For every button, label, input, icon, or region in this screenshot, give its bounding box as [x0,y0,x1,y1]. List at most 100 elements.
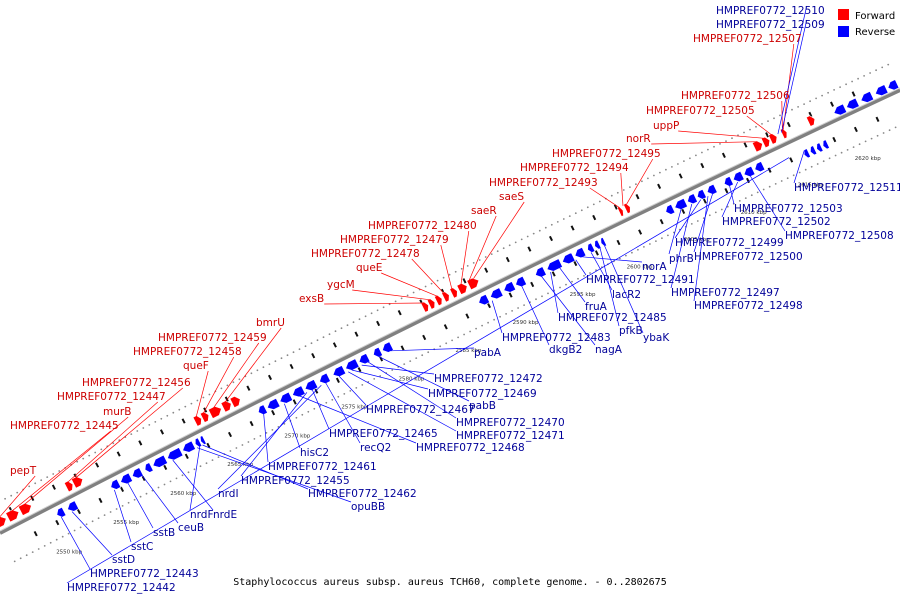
reverse-leader-line [604,245,644,334]
track-dot [253,438,256,440]
track-dot [130,433,133,435]
reverse-gene [696,188,707,200]
forward-gene-label: pepT [10,465,37,477]
reverse-gene-label: sstB [153,527,175,539]
track-tick [487,302,491,309]
reverse-gene [120,472,134,485]
forward-gene [768,133,778,145]
reverse-gene [723,176,734,187]
track-dot [415,357,418,359]
track-dot [55,538,58,541]
track-dot [667,234,669,237]
track-tick [657,183,662,189]
track-dot [442,276,445,279]
track-dot [828,157,831,160]
track-dot [647,177,649,180]
track-dot [511,310,513,312]
track-dot [619,257,621,260]
track-dot [641,180,643,183]
track-dot [756,191,759,194]
track-dot [250,372,253,375]
track-dot [337,395,340,398]
track-dot [755,125,757,128]
forward-gene [760,136,771,149]
track-dot [622,189,625,191]
track-dot [19,557,22,560]
track-dot [145,492,148,495]
kbp-tick-label: 2580 kbp [399,376,425,382]
reverse-leader-line [575,259,587,276]
reverse-gene-label: HMPREF0772_12469 [428,388,537,400]
track-dot [565,283,567,286]
forward-gene [192,415,202,427]
track-tick [681,208,686,214]
track-dot [625,254,627,257]
reverse-leader-line [240,392,308,477]
track-dot [157,486,160,489]
track-dot [133,498,136,501]
track-dot [768,185,771,188]
forward-leader-line [67,401,159,483]
reverse-gene [515,275,527,288]
track-dot [172,411,175,414]
track-dot [556,221,559,223]
forward-gene-label: HMPREF0772_12479 [340,234,449,246]
forward-gene-label: HMPREF0772_12494 [520,162,629,174]
forward-gene-label: HMPREF0772_12458 [133,346,242,358]
lower-track-dots [13,116,897,563]
track-dot [340,327,343,330]
track-tick [659,219,664,225]
forward-gene-labels: pepT HMPREF0772_12445 murB HMPREF0772_12447… [10,33,802,477]
forward-leader-line [381,272,438,297]
track-tick [163,464,168,470]
track-tick [289,363,294,370]
kbp-tick-label: 2575 kbp [341,405,367,411]
track-dot [268,363,271,366]
track-dot [803,103,805,105]
track-dot [589,272,591,274]
reverse-leader-line [348,371,457,432]
reverse-leader-line [599,248,620,327]
reverse-gene-label: HMPREF0772_12470 [456,417,565,429]
reverse-leader-line [217,384,322,490]
reverse-leader-line [71,511,113,556]
track-dot [574,212,577,215]
track-dot [370,312,373,315]
reverse-gene [167,447,184,461]
reverse-gene [358,353,371,365]
track-dot [262,366,265,369]
track-dot [858,143,861,146]
reverse-gene [600,236,608,247]
reverse-gene-label: phrB [669,253,694,265]
track-dot [43,545,46,547]
track-dot [13,560,16,563]
track-tick [227,431,233,438]
track-tick [443,324,448,330]
track-dot [852,146,855,149]
legend-forward-label: Forward [855,11,895,22]
track-dot [178,408,181,411]
kbp-tick-label: 2590 kbp [513,320,539,326]
track-dot [31,551,34,553]
reverse-leader-line [750,175,786,232]
track-dot [595,269,597,271]
track-tick [246,385,251,391]
reverse-gene-label: nrdI [218,488,239,500]
track-dot [659,171,661,174]
forward-leader-line [626,158,654,205]
track-dot [592,203,595,206]
track-dot [49,541,52,544]
forward-gene-label: bmrU [256,317,285,329]
track-tick [508,292,513,298]
track-dot [894,126,897,129]
reverse-gene [332,365,347,377]
track-dot [635,183,637,186]
reverse-gene [345,358,360,371]
track-dot [346,324,349,327]
forward-gene-label: HMPREF0772_12445 [10,420,119,432]
kbp-tick-label: 2565 kbp [227,462,253,468]
forward-gene-label: ygcM [327,279,355,291]
reverse-gene [144,462,154,473]
track-dot [520,238,523,241]
track-dot [568,215,571,218]
